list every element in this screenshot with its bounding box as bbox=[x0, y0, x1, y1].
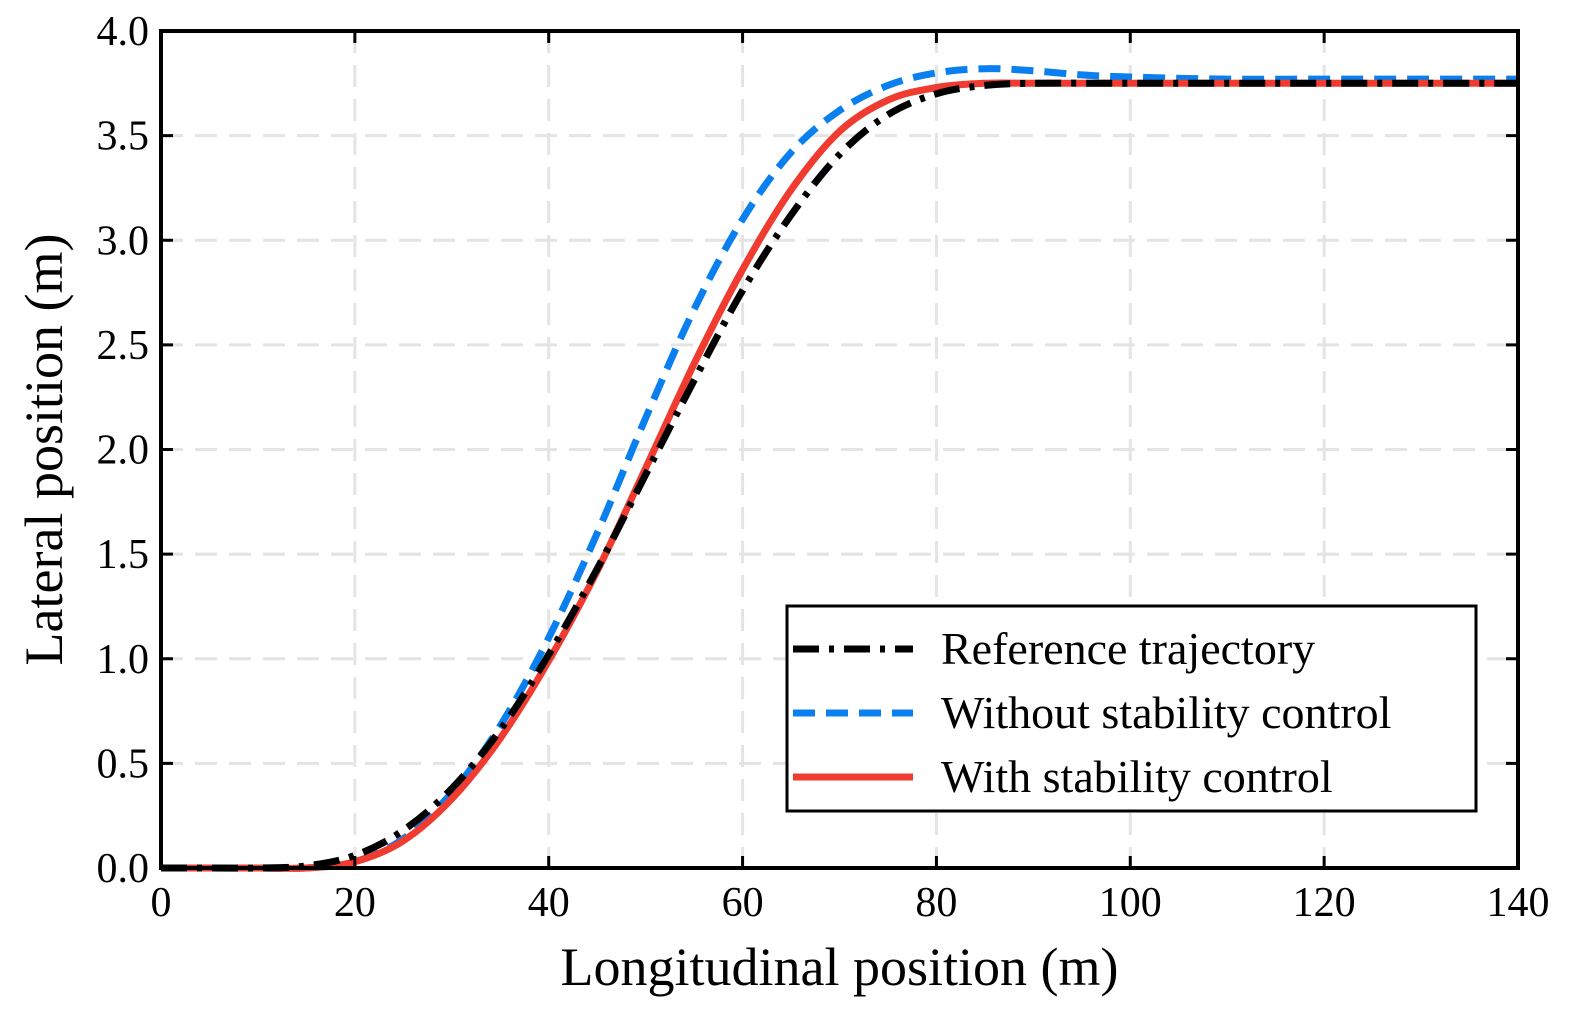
y-tick-label: 4.0 bbox=[97, 9, 150, 55]
y-tick-label: 2.0 bbox=[97, 428, 150, 474]
series-line-without-stability bbox=[161, 65, 1518, 872]
y-tick-label: 2.5 bbox=[97, 323, 150, 369]
x-tick-label: 80 bbox=[915, 880, 957, 926]
x-tick-label: 140 bbox=[1487, 880, 1550, 926]
y-tick-label: 1.5 bbox=[97, 532, 150, 578]
y-tick-label: 0.0 bbox=[97, 846, 150, 892]
series-line-reference bbox=[161, 79, 1518, 872]
legend-label-with-stability: With stability control bbox=[941, 751, 1333, 802]
x-tick-label: 20 bbox=[334, 880, 376, 926]
x-axis-label: Longitudinal position (m) bbox=[561, 937, 1119, 997]
x-tick-label: 100 bbox=[1099, 880, 1162, 926]
legend: Reference trajectory Without stability c… bbox=[785, 604, 1478, 813]
y-tick-label: 1.0 bbox=[97, 637, 150, 683]
tick-layer bbox=[159, 29, 1520, 870]
x-tick-label: 40 bbox=[528, 880, 570, 926]
tick-label-layer: 0 20 40 60 80 100 120 140 0.0 0.5 1.0 1.5 2.0 2.5 3.0 3… bbox=[97, 9, 1550, 926]
y-tick-label: 3.5 bbox=[97, 114, 150, 160]
y-tick-label: 3.0 bbox=[97, 218, 150, 264]
series-line-with-stability bbox=[161, 79, 1518, 872]
y-tick-label: 0.5 bbox=[97, 741, 150, 787]
series-layer bbox=[161, 65, 1518, 872]
x-tick-label: 0 bbox=[151, 880, 172, 926]
legend-label-reference: Reference trajectory bbox=[941, 623, 1315, 674]
y-axis-label: Lateral position (m) bbox=[14, 234, 74, 666]
x-tick-label: 120 bbox=[1293, 880, 1356, 926]
x-tick-label: 60 bbox=[722, 880, 764, 926]
legend-label-without-stability: Without stability control bbox=[941, 687, 1391, 738]
